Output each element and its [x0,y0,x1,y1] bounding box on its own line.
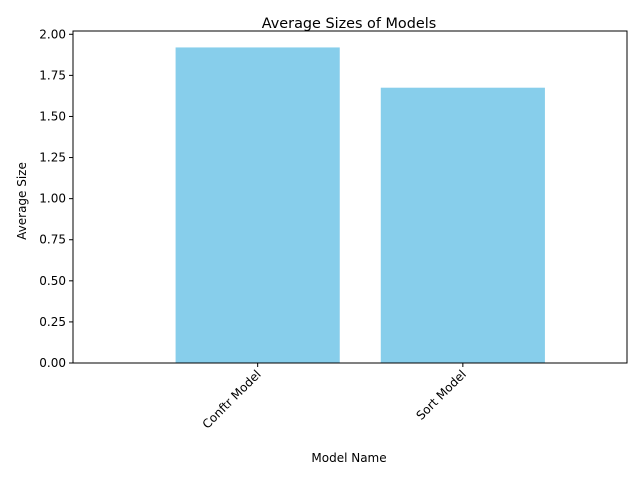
y-tick-label: 1.25 [39,151,66,165]
y-axis: 0.00 0.25 0.50 0.75 1.00 1.25 1.50 1.75 2.00 [39,27,73,370]
plot-area: 0.000.250.500.751.001.251.501.752.00 Con… [39,27,628,431]
y-tick-label: 1.75 [39,68,66,82]
y-tick-label: 0.00 [39,356,66,370]
y-tick-label: 2.00 [39,27,66,41]
bar-conftr-model [175,47,340,364]
y-tick-label: 0.50 [39,274,66,288]
bars-group [175,47,545,364]
plot-frame [72,30,628,364]
bar-sort-model [380,87,545,363]
y-tick-label: 0.25 [39,315,66,329]
y-tick-label: 0.75 [39,233,66,247]
y-tick-label: 1.00 [39,192,66,206]
chart-title: Average Sizes of Models [262,16,436,32]
y-tick-label: 1.50 [39,109,66,123]
y-axis-label: Average Size [15,162,29,240]
x-axis-label: Model Name [311,451,386,465]
